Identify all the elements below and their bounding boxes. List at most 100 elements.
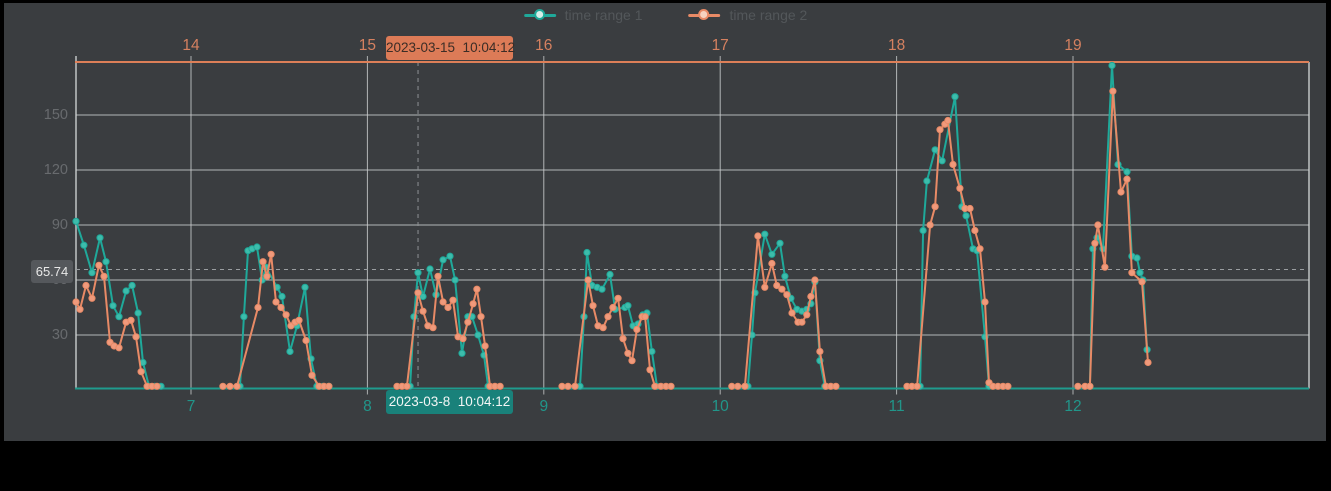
- data-point-time-range-2[interactable]: [419, 307, 427, 315]
- data-point-time-range-2[interactable]: [944, 116, 952, 125]
- data-point-time-range-1[interactable]: [781, 272, 789, 280]
- data-point-time-range-2[interactable]: [768, 259, 776, 268]
- data-point-time-range-2[interactable]: [734, 382, 742, 390]
- data-point-time-range-2[interactable]: [233, 382, 241, 390]
- data-point-time-range-1[interactable]: [439, 256, 447, 264]
- data-point-time-range-1[interactable]: [414, 269, 422, 277]
- data-point-time-range-2[interactable]: [966, 204, 974, 213]
- data-point-time-range-2[interactable]: [88, 294, 96, 302]
- data-point-time-range-2[interactable]: [439, 298, 447, 306]
- data-point-time-range-2[interactable]: [1091, 239, 1099, 247]
- data-point-time-range-2[interactable]: [259, 258, 267, 266]
- data-point-time-range-2[interactable]: [263, 272, 271, 280]
- legend-item-time-range-1[interactable]: time range 1: [523, 7, 643, 23]
- data-point-time-range-1[interactable]: [1123, 168, 1131, 176]
- data-point-time-range-1[interactable]: [1136, 269, 1144, 277]
- data-point-time-range-2[interactable]: [558, 382, 566, 390]
- data-point-time-range-1[interactable]: [253, 243, 261, 251]
- data-point-time-range-2[interactable]: [628, 357, 636, 365]
- data-point-time-range-1[interactable]: [109, 302, 117, 310]
- data-point-time-range-2[interactable]: [95, 261, 103, 269]
- data-point-time-range-1[interactable]: [134, 309, 142, 317]
- data-point-time-range-2[interactable]: [1117, 188, 1125, 196]
- data-point-time-range-2[interactable]: [798, 318, 806, 326]
- data-point-time-range-1[interactable]: [301, 283, 309, 291]
- data-point-time-range-1[interactable]: [115, 313, 123, 321]
- data-point-time-range-2[interactable]: [496, 382, 504, 390]
- data-point-time-range-2[interactable]: [832, 382, 840, 390]
- data-point-time-range-1[interactable]: [80, 241, 88, 249]
- data-point-time-range-2[interactable]: [754, 232, 762, 240]
- data-point-time-range-2[interactable]: [1123, 175, 1131, 183]
- data-point-time-range-2[interactable]: [272, 298, 280, 306]
- data-point-time-range-1[interactable]: [768, 250, 776, 258]
- data-point-time-range-2[interactable]: [82, 281, 90, 290]
- data-point-time-range-2[interactable]: [277, 303, 285, 312]
- data-point-time-range-2[interactable]: [773, 281, 781, 290]
- data-point-time-range-2[interactable]: [778, 285, 786, 293]
- data-point-time-range-2[interactable]: [564, 382, 572, 390]
- data-point-time-range-2[interactable]: [936, 126, 944, 134]
- data-point-time-range-2[interactable]: [589, 302, 597, 310]
- data-point-time-range-2[interactable]: [1144, 358, 1152, 367]
- data-point-time-range-1[interactable]: [286, 347, 294, 356]
- data-point-time-range-1[interactable]: [240, 313, 248, 321]
- data-point-time-range-2[interactable]: [1109, 87, 1117, 95]
- data-point-time-range-1[interactable]: [598, 285, 606, 293]
- data-point-time-range-2[interactable]: [302, 336, 310, 345]
- data-point-time-range-2[interactable]: [464, 318, 472, 326]
- data-point-time-range-1[interactable]: [278, 292, 286, 301]
- data-point-time-range-2[interactable]: [599, 324, 607, 332]
- data-point-time-range-2[interactable]: [127, 316, 135, 324]
- data-point-time-range-1[interactable]: [583, 248, 591, 257]
- data-point-time-range-1[interactable]: [446, 252, 454, 260]
- data-point-time-range-2[interactable]: [788, 309, 796, 317]
- data-point-time-range-2[interactable]: [481, 342, 489, 350]
- data-point-time-range-2[interactable]: [584, 276, 592, 284]
- data-point-time-range-2[interactable]: [1086, 382, 1094, 390]
- data-point-time-range-2[interactable]: [609, 303, 617, 312]
- data-point-time-range-1[interactable]: [648, 347, 656, 356]
- data-point-time-range-2[interactable]: [1101, 263, 1109, 271]
- data-point-time-range-2[interactable]: [325, 382, 333, 390]
- data-point-time-range-1[interactable]: [776, 239, 784, 247]
- legend-item-time-range-2[interactable]: time range 2: [688, 7, 807, 23]
- data-point-time-range-2[interactable]: [981, 298, 989, 306]
- data-point-time-range-2[interactable]: [429, 324, 437, 332]
- data-point-time-range-2[interactable]: [76, 305, 84, 313]
- data-point-time-range-1[interactable]: [1133, 254, 1141, 262]
- data-point-time-range-2[interactable]: [1094, 221, 1102, 229]
- data-point-time-range-2[interactable]: [308, 371, 316, 379]
- data-point-time-range-2[interactable]: [741, 382, 749, 390]
- data-point-time-range-2[interactable]: [807, 292, 815, 301]
- data-point-time-range-2[interactable]: [137, 368, 145, 376]
- data-point-time-range-1[interactable]: [451, 276, 459, 284]
- data-point-time-range-2[interactable]: [783, 291, 791, 299]
- data-point-time-range-2[interactable]: [219, 382, 227, 390]
- data-point-time-range-1[interactable]: [458, 349, 466, 357]
- data-point-time-range-2[interactable]: [414, 289, 422, 297]
- data-point-time-range-2[interactable]: [132, 333, 140, 341]
- data-point-time-range-2[interactable]: [667, 382, 675, 390]
- data-point-time-range-1[interactable]: [72, 217, 80, 225]
- data-point-time-range-2[interactable]: [803, 311, 811, 319]
- data-point-time-range-2[interactable]: [949, 160, 957, 169]
- data-point-time-range-2[interactable]: [913, 382, 921, 390]
- data-point-time-range-2[interactable]: [926, 221, 934, 229]
- data-point-time-range-1[interactable]: [923, 177, 931, 185]
- data-point-time-range-2[interactable]: [619, 335, 627, 343]
- data-point-time-range-2[interactable]: [816, 347, 824, 356]
- data-point-time-range-2[interactable]: [1004, 382, 1012, 390]
- data-point-time-range-2[interactable]: [1138, 278, 1146, 286]
- data-point-time-range-2[interactable]: [811, 276, 819, 284]
- data-point-time-range-2[interactable]: [254, 303, 262, 312]
- data-point-time-range-2[interactable]: [267, 250, 275, 258]
- data-point-time-range-1[interactable]: [606, 270, 614, 279]
- data-point-time-range-2[interactable]: [931, 203, 939, 211]
- data-point-time-range-2[interactable]: [72, 298, 80, 306]
- data-point-time-range-2[interactable]: [282, 311, 290, 319]
- data-point-time-range-2[interactable]: [459, 335, 467, 343]
- data-point-time-range-2[interactable]: [434, 272, 442, 280]
- data-point-time-range-2[interactable]: [295, 316, 303, 324]
